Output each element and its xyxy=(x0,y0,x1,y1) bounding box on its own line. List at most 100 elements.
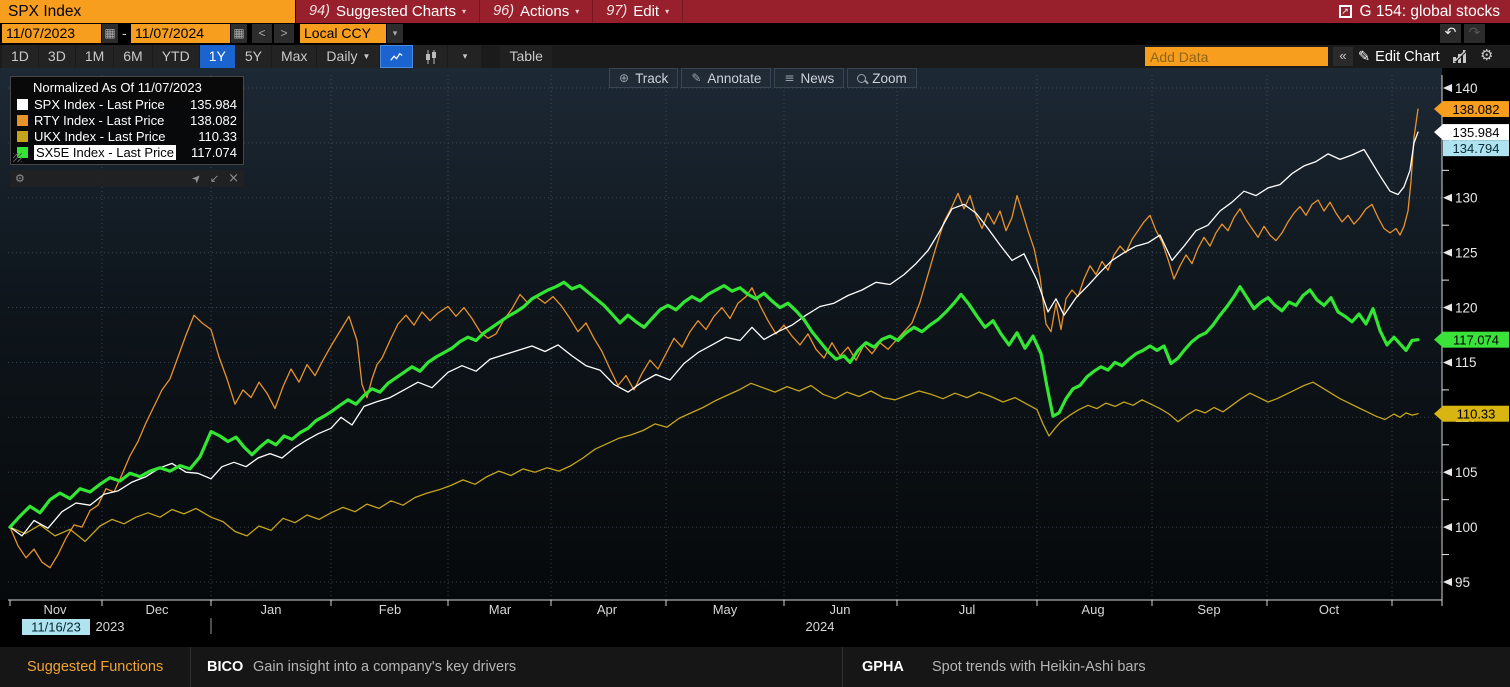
tag-arrow xyxy=(1434,101,1443,118)
gear-icon[interactable]: ⚙ xyxy=(15,172,25,185)
menu-actions[interactable]: 96) Actions ▾ xyxy=(480,0,594,23)
redo-button[interactable]: ↷ xyxy=(1464,24,1485,43)
chart-toolbar-row: 1D 3D 1M 6M YTD 1Y 5Y Max Daily ▼ ▾ Tabl… xyxy=(0,45,1510,68)
date-range-bar: 11/07/2023 ▦ - 11/07/2024 ▦ < > Local CC… xyxy=(0,23,1510,45)
spx-color-swatch xyxy=(17,98,28,110)
collapse-panel-button[interactable]: « xyxy=(1333,47,1353,66)
tab-3d[interactable]: 3D xyxy=(38,45,75,68)
tab-6m[interactable]: 6M xyxy=(114,45,152,68)
y-axis-label: 125 xyxy=(1455,245,1478,260)
series-line-ukx xyxy=(9,381,1419,543)
legend-label: UKX Index - Last Price xyxy=(34,128,166,144)
y-axis-label: 130 xyxy=(1455,191,1478,206)
add-data-input[interactable] xyxy=(1145,47,1328,66)
chart-settings-button[interactable] xyxy=(1452,48,1469,65)
currency-select[interactable]: Local CCY xyxy=(300,24,386,43)
tag-body xyxy=(1443,405,1509,422)
y-tick-arrow xyxy=(1443,193,1452,202)
line-chart-type-button[interactable] xyxy=(380,45,414,68)
x-axis-year-label: 2023 xyxy=(96,619,125,634)
annotate-button[interactable]: ✎ Annotate xyxy=(681,68,772,88)
calendar-icon[interactable]: ▦ xyxy=(102,24,118,43)
legend-label: SPX Index - Last Price xyxy=(34,96,165,112)
chart-tools: ⊕ Track ✎ Annotate ≡ News Zoom xyxy=(609,68,917,88)
frequency-label: Daily xyxy=(326,48,358,64)
candlestick-icon xyxy=(425,49,436,64)
track-label: Track xyxy=(635,70,669,86)
next-range-button[interactable]: > xyxy=(274,24,294,43)
line-chart-icon xyxy=(390,52,403,61)
tab-1m[interactable]: 1M xyxy=(75,45,114,68)
y-axis-label: 105 xyxy=(1455,465,1478,480)
menu-label: Actions xyxy=(520,3,570,20)
tab-ytd[interactable]: YTD xyxy=(152,45,199,68)
series-line-sx5e xyxy=(8,280,1420,529)
chart-legend[interactable]: Normalized As Of 11/07/2023 SPX Index - … xyxy=(10,76,244,165)
start-date-field[interactable]: 11/07/2023 xyxy=(2,24,101,43)
tag-value: 110.33 xyxy=(1457,407,1496,422)
title-bar: SPX Index 94) Suggested Charts ▾ 96) Act… xyxy=(0,0,1510,23)
function-bico[interactable]: BICO xyxy=(207,659,244,675)
calendar-icon[interactable]: ▦ xyxy=(231,24,247,43)
tab-5y[interactable]: 5Y xyxy=(235,45,271,68)
table-button[interactable]: Table xyxy=(500,45,552,68)
tab-1d[interactable]: 1D xyxy=(2,45,38,68)
undo-button[interactable]: ↶ xyxy=(1440,24,1461,43)
legend-item-sx5e[interactable]: SX5E Index - Last Price 117.074 xyxy=(17,144,237,160)
series-line-rty xyxy=(9,108,1419,569)
axis-tag-ukx: 110.33 xyxy=(1434,405,1509,422)
rty-color-swatch xyxy=(17,114,28,126)
legend-item-rty[interactable]: RTY Index - Last Price 138.082 xyxy=(17,112,237,128)
edit-chart-button[interactable]: ✎ Edit Chart xyxy=(1358,45,1440,68)
legend-value: 135.984 xyxy=(190,96,237,112)
x-axis-month-label: Jan xyxy=(261,602,282,617)
legend-item-spx[interactable]: SPX Index - Last Price 135.984 xyxy=(17,96,237,112)
axis-tag-track-crosshair: 134.794 xyxy=(1443,140,1509,157)
x-axis-month-label: Jun xyxy=(830,602,851,617)
y-tick-arrow xyxy=(1443,578,1452,586)
x-axis-month-label: Jul xyxy=(959,602,976,617)
track-button[interactable]: ⊕ Track xyxy=(609,68,679,88)
security-ticker-field[interactable]: SPX Index xyxy=(0,0,295,23)
x-axis-month-label: Mar xyxy=(489,602,512,617)
x-axis-month-label: Nov xyxy=(43,602,67,617)
y-axis-label: 120 xyxy=(1455,300,1478,315)
chart-page-label[interactable]: ↗ G 154: global stocks xyxy=(1338,2,1510,21)
pencil-icon: ✎ xyxy=(1358,48,1371,65)
legend-item-ukx[interactable]: UKX Index - Last Price 110.33 xyxy=(17,128,237,144)
prev-range-button[interactable]: < xyxy=(252,24,272,43)
y-axis-label: 140 xyxy=(1455,81,1478,96)
pin-icon[interactable]: ➤ xyxy=(188,170,205,187)
function-gpha[interactable]: GPHA xyxy=(862,659,904,675)
legend-resize-handle[interactable] xyxy=(13,153,22,162)
menu-number: 94) xyxy=(309,3,330,19)
minimize-icon[interactable]: ↙ xyxy=(209,172,220,185)
currency-dropdown-icon[interactable]: ▾ xyxy=(387,24,403,43)
menu-number: 97) xyxy=(606,3,628,19)
end-date-field[interactable]: 11/07/2024 xyxy=(131,24,230,43)
zoom-button[interactable]: Zoom xyxy=(847,68,917,88)
close-icon[interactable]: × xyxy=(228,171,239,186)
tab-1y[interactable]: 1Y xyxy=(199,45,235,68)
menu-label: Edit xyxy=(633,3,660,20)
menu-suggested-charts[interactable]: 94) Suggested Charts ▾ xyxy=(296,0,481,23)
y-axis-label: 95 xyxy=(1455,575,1470,590)
menu-edit[interactable]: 97) Edit ▾ xyxy=(593,0,684,23)
x-axis-month-label: Sep xyxy=(1197,602,1220,617)
news-button[interactable]: ≡ News xyxy=(774,68,845,88)
page-title: G 154: global stocks xyxy=(1359,2,1500,20)
tag-body xyxy=(1443,124,1509,141)
magnifier-icon xyxy=(857,73,867,83)
annotate-label: Annotate xyxy=(707,70,762,86)
function-gpha-desc: Spot trends with Heikin-Ashi bars xyxy=(932,659,1146,675)
x-axis-month-label: Aug xyxy=(1081,602,1104,617)
tab-max[interactable]: Max xyxy=(271,45,317,68)
y-tick-arrow xyxy=(1443,523,1452,532)
candlestick-chart-type-button[interactable] xyxy=(414,45,448,68)
tag-value: 138.082 xyxy=(1453,102,1500,117)
ukx-color-swatch xyxy=(17,130,28,142)
gear-icon[interactable]: ⚙ xyxy=(1480,46,1494,64)
news-label: News xyxy=(800,70,835,86)
chart-type-dropdown[interactable]: ▾ xyxy=(448,45,482,68)
frequency-select[interactable]: Daily ▼ xyxy=(317,45,380,68)
